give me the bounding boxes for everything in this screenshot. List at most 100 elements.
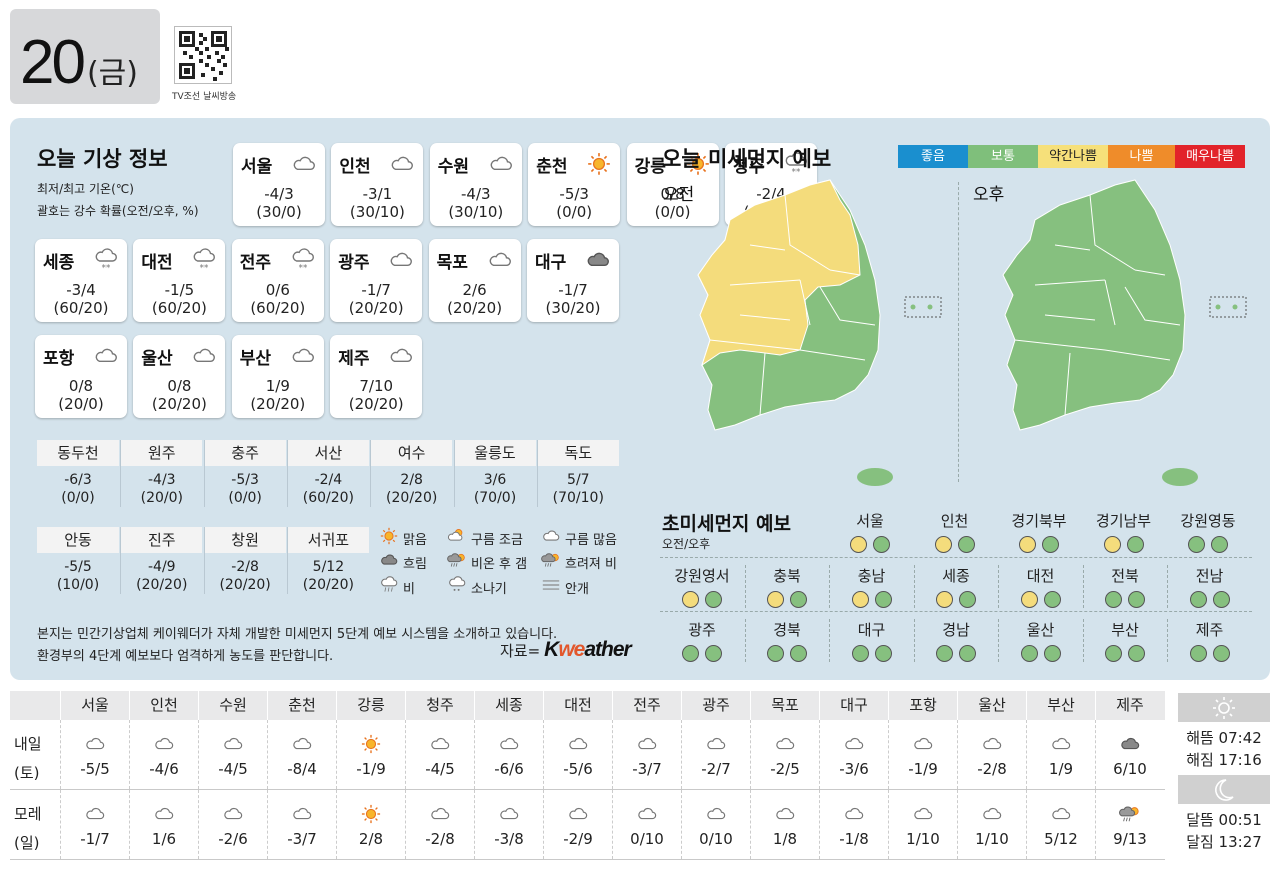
region-name: 경기남부 xyxy=(1095,512,1152,530)
forecast-city-header: 청주 xyxy=(405,691,474,720)
qr-caption: TV조선 날씨방송 xyxy=(172,92,237,102)
sun-icon xyxy=(378,527,400,549)
card-prob: (20/20) xyxy=(348,395,404,413)
cloud-icon xyxy=(61,790,129,828)
small-city-name: 여수 xyxy=(371,440,453,466)
region-name: 대구 xyxy=(857,621,886,639)
province-border xyxy=(1014,339,1106,351)
card-prob: (20/20) xyxy=(250,395,306,413)
am-level-dot xyxy=(850,536,867,553)
cloud-icon xyxy=(751,790,819,828)
jeju-island xyxy=(857,468,893,486)
qr-module xyxy=(205,47,209,51)
ultrafine-region: 충북 xyxy=(744,565,829,608)
forecast-city-header: 대구 xyxy=(819,691,888,720)
province-border xyxy=(1104,279,1116,326)
small-city-temp: -5/3 xyxy=(231,472,259,488)
footer-note-2: 환경부의 4단계 예보보다 엄격하게 농도를 판단합니다. xyxy=(37,649,334,664)
forecast-city-header: 포항 xyxy=(888,691,957,720)
city-card: 목포 2/6 (20/20) xyxy=(428,239,521,322)
legend-label: 비온 후 갬 xyxy=(471,556,528,572)
forecast-temp: -3/8 xyxy=(494,830,524,848)
cloud-icon xyxy=(540,527,562,549)
region-name: 인천 xyxy=(940,512,969,530)
forecast-city-header: 인천 xyxy=(129,691,198,720)
card-temp: -1/7 xyxy=(558,281,588,299)
sun-moon-box: 해뜸 07:42 해짐 17:16 달뜸 00:51 달짐 13:27 xyxy=(1178,693,1270,857)
small-city-cell: 울릉도 3/6 (70/0) xyxy=(453,440,536,507)
forecast-cell: -2/8 xyxy=(405,790,474,859)
province-border xyxy=(1134,269,1166,276)
today-title: 오늘 기상 정보 xyxy=(37,147,168,171)
region-dots xyxy=(660,591,744,608)
ultrafine-region: 경기북부 xyxy=(997,510,1081,553)
forecast-cell: -1/8 xyxy=(819,790,888,859)
cloud-icon xyxy=(682,790,750,828)
overcast-icon xyxy=(378,551,400,573)
dust-level-legend: 좋음 보통 약간나쁨 나쁨 매우나쁨 xyxy=(898,145,1245,168)
region-dots xyxy=(1166,536,1250,553)
region-name: 부산 xyxy=(1111,621,1139,639)
region-dots xyxy=(999,591,1082,608)
forecast-city-header: 광주 xyxy=(681,691,750,720)
cloud-icon xyxy=(1027,790,1095,828)
small-city-name: 울릉도 xyxy=(454,440,536,466)
forecast-cell: -3/7 xyxy=(612,720,681,789)
ultrafine-region: 광주 xyxy=(660,619,744,662)
small-city-name: 서귀포 xyxy=(287,527,369,553)
legend-label: 구름 많음 xyxy=(565,532,617,548)
forecast-cell: 1/6 xyxy=(129,790,198,859)
forecast-city-header: 강릉 xyxy=(336,691,405,720)
forecast-cell: 1/10 xyxy=(888,790,957,859)
forecast-cell: -2/8 xyxy=(957,720,1026,789)
card-city-name: 대전 xyxy=(141,253,173,273)
city-card: 대전 ** -1/5 (60/20) xyxy=(133,239,226,322)
forecast-temp: -2/5 xyxy=(770,760,800,778)
forecast-temp: -4/5 xyxy=(425,760,455,778)
cloud-icon xyxy=(389,152,415,174)
small-city-name: 안동 xyxy=(37,527,119,553)
forecast-temp: -4/6 xyxy=(149,760,179,778)
cloud-icon xyxy=(388,344,414,366)
qr-code[interactable] xyxy=(174,26,232,84)
card-prob: (0/0) xyxy=(654,203,691,221)
qr-module xyxy=(225,47,229,51)
province-border xyxy=(784,194,831,271)
small-city-prob: (20/20) xyxy=(219,577,271,593)
am-level-dot xyxy=(767,591,784,608)
cloud-snow-icon: ** xyxy=(191,248,217,274)
region-dots xyxy=(830,591,913,608)
region-name: 강원영서 xyxy=(674,567,730,585)
cloud-icon xyxy=(199,720,267,758)
small-city-temp: 3/6 xyxy=(483,472,507,488)
pm-level-dot xyxy=(959,645,976,662)
cloud-icon xyxy=(889,720,957,758)
card-city-name: 제주 xyxy=(338,349,370,369)
province-border xyxy=(1044,314,1096,321)
small-city-cell: 충주 -5/3 (0/0) xyxy=(203,440,286,507)
card-temp: -3/1 xyxy=(362,185,393,203)
qr-module xyxy=(189,55,193,59)
forecast-cell: -2/7 xyxy=(681,720,750,789)
region-name: 경북 xyxy=(773,621,801,639)
ultrafine-region: 서울 xyxy=(828,510,912,553)
forecast-temp: -1/8 xyxy=(839,830,869,848)
cloud-icon xyxy=(820,790,888,828)
svg-text:**: ** xyxy=(792,168,801,176)
card-city-name: 서울 xyxy=(241,157,273,177)
qr-module xyxy=(199,41,203,45)
forecast-temp: -3/7 xyxy=(632,760,662,778)
small-city-temp: -4/9 xyxy=(148,559,176,575)
province-border xyxy=(1054,244,1091,251)
forecast-city-header: 목포 xyxy=(750,691,819,720)
small-city-prob: (70/10) xyxy=(552,490,604,506)
small-city-temp: 5/7 xyxy=(567,472,590,488)
pm-level-dot xyxy=(957,536,975,553)
logo-k: K xyxy=(544,638,559,661)
card-city-name: 울산 xyxy=(141,349,173,369)
dust-level-4: 매우나쁨 xyxy=(1175,145,1245,168)
small-city-cell: 서귀포 5/12 (20/20) xyxy=(286,527,369,594)
province-border xyxy=(739,314,791,321)
province-border xyxy=(829,269,861,276)
region-name: 강원영동 xyxy=(1180,512,1236,530)
